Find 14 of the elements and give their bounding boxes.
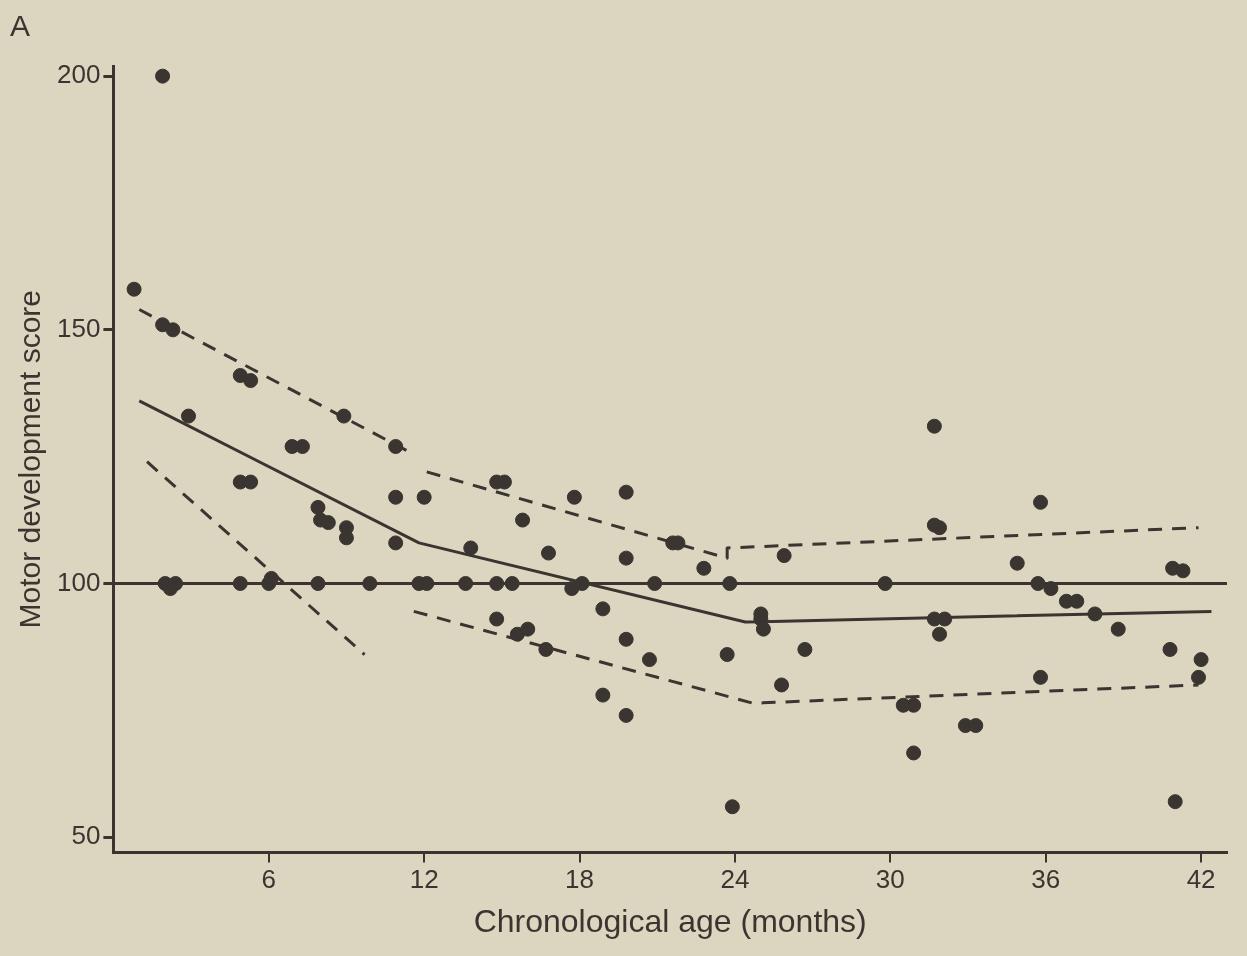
- x-tick-label: 24: [720, 864, 750, 895]
- y-axis-title: Motor development score: [13, 289, 47, 629]
- x-tick-label: 6: [261, 864, 276, 895]
- x-tick-label: 12: [409, 864, 439, 895]
- y-tick-label: 50: [71, 820, 101, 851]
- y-tick-label: 200: [56, 59, 101, 90]
- x-tick-label: 30: [875, 864, 905, 895]
- y-tick-label: 150: [56, 313, 101, 343]
- x-tick-label: 18: [565, 864, 595, 895]
- y-tick-label: 100: [56, 566, 101, 597]
- x-tick-label: 36: [1031, 864, 1061, 895]
- x-tick-label: 42: [1186, 864, 1216, 895]
- chart-title: A: [10, 9, 31, 43]
- x-axis-title: Chronological age (months): [473, 902, 867, 939]
